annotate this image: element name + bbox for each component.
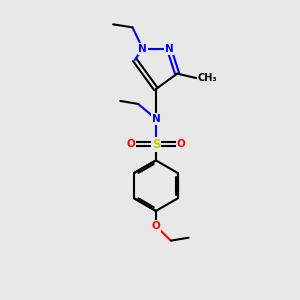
Text: O: O <box>126 139 135 149</box>
Text: N: N <box>152 114 160 124</box>
Text: S: S <box>152 138 160 151</box>
Text: O: O <box>152 221 160 231</box>
Text: CH₃: CH₃ <box>198 73 218 83</box>
Text: N: N <box>165 44 173 54</box>
Text: N: N <box>139 44 147 54</box>
Text: O: O <box>177 139 186 149</box>
